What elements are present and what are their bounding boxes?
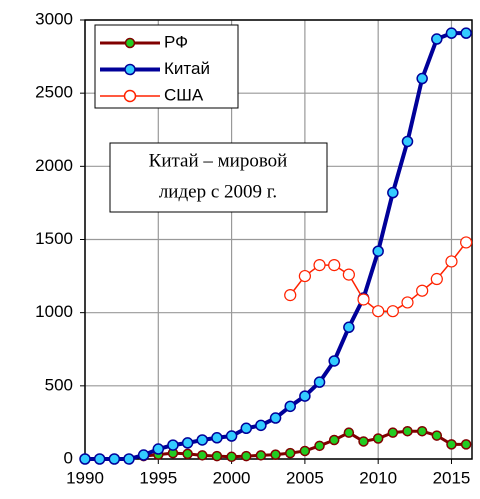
point (269, 412, 282, 424)
point (241, 450, 252, 462)
point (402, 425, 413, 437)
y-tick-label: 2000 (35, 156, 73, 175)
legend-box (94, 24, 239, 109)
point (225, 430, 238, 442)
point (431, 430, 443, 441)
point (197, 450, 208, 461)
point (416, 425, 428, 437)
legend-label: РФ (164, 32, 188, 51)
point (386, 305, 399, 318)
point (152, 443, 165, 455)
point (401, 296, 414, 309)
point (372, 433, 384, 444)
point (357, 293, 370, 306)
legend-marker (124, 63, 136, 76)
y-tick-label: 1000 (35, 302, 73, 321)
y-tick-label: 2500 (35, 83, 73, 102)
point (342, 268, 355, 281)
point (255, 450, 267, 461)
point (343, 321, 355, 334)
point (314, 440, 325, 452)
point (79, 453, 91, 465)
x-tick-label: 2005 (286, 468, 324, 487)
point (328, 434, 340, 446)
annotation: лидер с 2009 г. (159, 181, 277, 202)
point (401, 135, 414, 148)
point (460, 439, 472, 450)
x-tick-label: 1995 (139, 468, 177, 487)
point (284, 400, 296, 413)
point (328, 259, 341, 272)
point (211, 432, 223, 444)
y-tick-label: 3000 (35, 9, 73, 28)
point (137, 449, 150, 461)
point (196, 434, 209, 446)
point (416, 72, 428, 85)
point (299, 445, 311, 457)
y-tick-label: 1500 (35, 229, 73, 248)
point (240, 422, 252, 435)
point (226, 451, 237, 463)
point (93, 453, 106, 465)
point (372, 305, 385, 318)
point (211, 450, 223, 462)
point (298, 269, 311, 283)
point (445, 27, 458, 39)
point (299, 390, 311, 402)
point (431, 33, 443, 45)
y-tick-label: 0 (64, 448, 73, 467)
point (387, 186, 399, 199)
x-tick-label: 2015 (433, 468, 471, 487)
annotation: Китай – мировой (149, 150, 288, 171)
point (182, 448, 193, 460)
plot-border (84, 19, 473, 460)
point (181, 437, 194, 449)
point (416, 284, 429, 297)
point (123, 453, 135, 465)
y-tick-label: 500 (45, 375, 73, 394)
point (284, 289, 297, 302)
point (108, 453, 121, 465)
point (284, 447, 296, 459)
point (460, 27, 472, 39)
legend-label: Китай (164, 59, 210, 78)
annotation-box (109, 142, 328, 213)
point (358, 436, 369, 447)
legend-label: США (164, 85, 204, 104)
x-tick-label: 2000 (213, 468, 251, 487)
x-tick-label: 2010 (359, 468, 397, 487)
point (446, 439, 457, 450)
x-tick-label: 1990 (66, 468, 104, 487)
legend-marker (124, 37, 136, 49)
point (430, 272, 443, 286)
point (460, 236, 473, 249)
point (313, 259, 326, 272)
point (387, 427, 399, 438)
point (372, 245, 384, 257)
point (270, 449, 281, 460)
point (343, 427, 355, 438)
point (167, 439, 179, 451)
point (255, 419, 267, 432)
point (328, 355, 340, 367)
legend-marker (123, 89, 137, 103)
point (445, 255, 458, 268)
point (313, 376, 326, 388)
